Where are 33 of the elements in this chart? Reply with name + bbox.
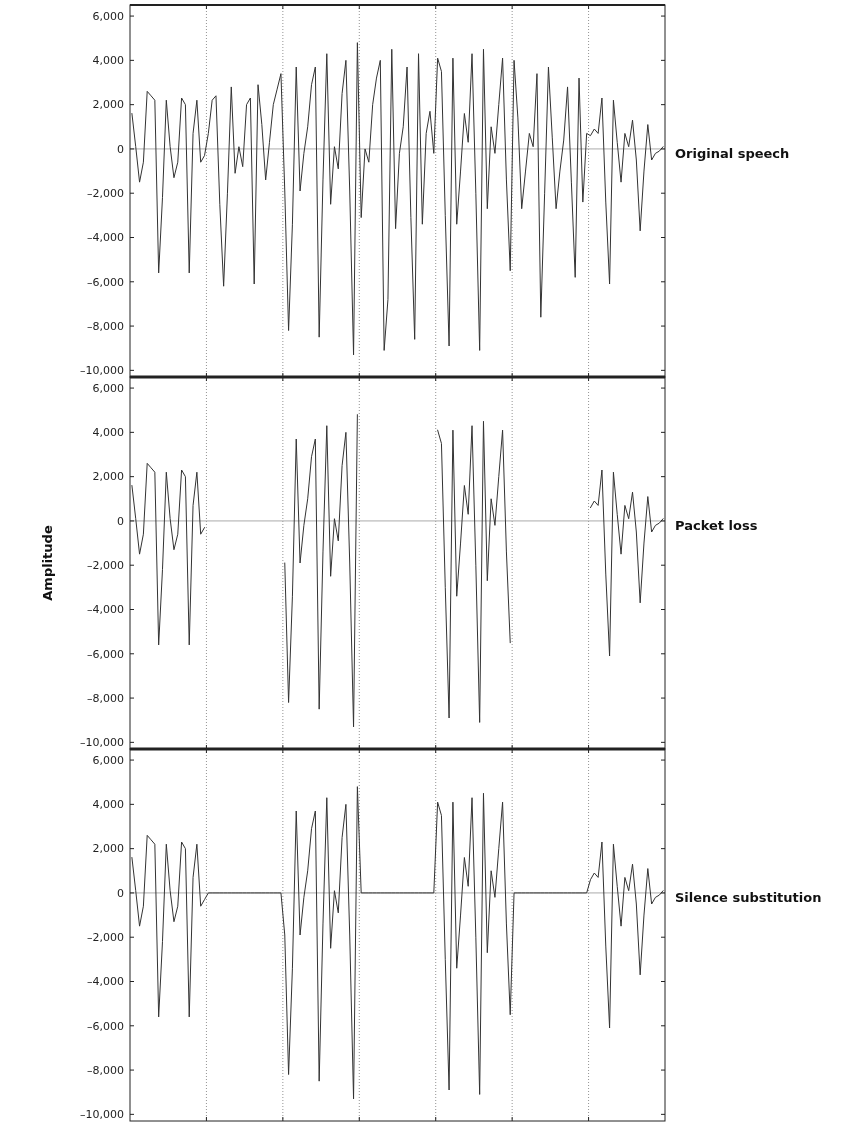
y-tick-label: –2,000 <box>87 187 124 201</box>
y-tick-label: –10,000 <box>80 1108 124 1122</box>
y-tick-label: 4,000 <box>92 54 124 68</box>
line-series <box>131 786 664 1100</box>
y-tick-label: 6,000 <box>92 753 124 767</box>
y-tick-label: –4,000 <box>87 231 124 245</box>
series-label: Packet loss <box>675 518 758 534</box>
line-series <box>131 42 664 356</box>
y-tick-label: 0 <box>117 142 124 156</box>
y-tick-label: –6,000 <box>87 1019 124 1033</box>
y-tick-label: 6,000 <box>92 381 124 395</box>
y-tick-label: 4,000 <box>92 426 124 440</box>
y-tick-label: 4,000 <box>92 798 124 812</box>
y-tick-label: –4,000 <box>87 603 124 617</box>
y-tick-label: –6,000 <box>87 275 124 289</box>
y-tick-label: 0 <box>117 514 124 528</box>
y-tick-label: –4,000 <box>87 975 124 989</box>
y-tick-label: –10,000 <box>80 736 124 750</box>
series-label: Original speech <box>675 146 790 162</box>
y-tick-label: –2,000 <box>87 559 124 573</box>
y-axis-title: Amplitude <box>40 525 55 601</box>
series-label: Silence substitution <box>675 890 822 906</box>
y-tick-label: 2,000 <box>92 98 124 112</box>
y-tick-label: 2,000 <box>92 842 124 856</box>
y-tick-label: 2,000 <box>92 470 124 484</box>
y-tick-label: –2,000 <box>87 931 124 945</box>
y-tick-label: –8,000 <box>87 691 124 705</box>
y-tick-label: –8,000 <box>87 1063 124 1077</box>
y-tick-label: 0 <box>117 886 124 900</box>
y-tick-label: –6,000 <box>87 647 124 661</box>
y-tick-label: 6,000 <box>92 9 124 23</box>
y-tick-label: –10,000 <box>80 364 124 378</box>
y-tick-label: –8,000 <box>87 319 124 333</box>
